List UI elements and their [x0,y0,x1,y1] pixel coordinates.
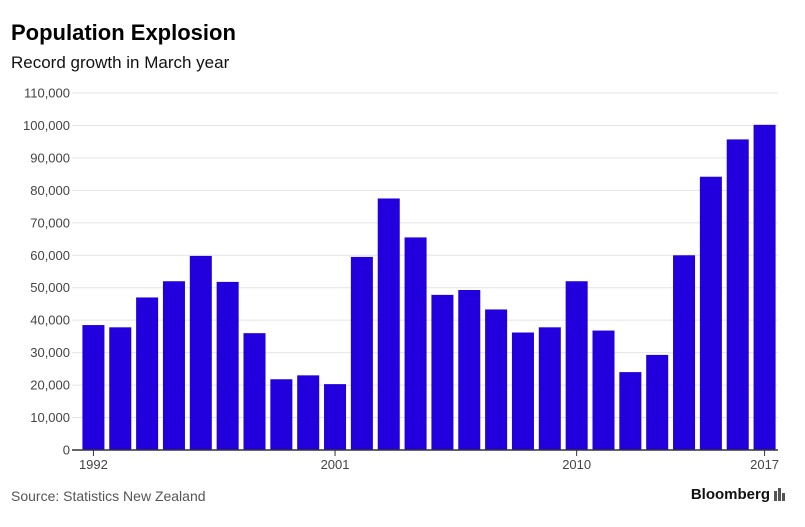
y-tick-label: 30,000 [30,345,70,360]
bar-1998 [243,333,266,450]
bar-1992 [82,325,105,450]
x-tick-label: 2001 [321,457,350,472]
x-tick-label: 2010 [562,457,591,472]
y-tick-label: 100,000 [23,118,70,133]
y-tick-label: 110,000 [24,86,70,101]
bar-1994 [136,297,159,450]
bar-2009 [538,327,561,450]
y-tick-label: 70,000 [30,215,70,230]
bar-2010 [565,281,588,450]
bar-2017 [753,124,776,451]
bar-2000 [297,375,320,450]
bloomberg-terminal-icon [774,488,785,501]
bar-1997 [216,281,239,450]
y-tick-label: 50,000 [30,280,70,295]
y-tick-label: 20,000 [30,378,70,393]
x-tick-label: 1992 [79,457,108,472]
y-tick-label: 10,000 [30,410,70,425]
bar-2007 [485,309,508,450]
bar-2012 [619,372,642,450]
y-tick-label: 90,000 [30,150,70,165]
bar-2015 [699,176,722,450]
bar-2016 [726,139,749,450]
y-tick-label: 60,000 [30,248,70,263]
y-tick-label: 0 [63,443,70,458]
y-axis-ticks: 0 10,000 20,000 30,000 40,000 50,000 60,000 70,… [23,86,70,458]
y-tick-label: 80,000 [30,183,70,198]
bar-2003 [377,198,400,450]
x-axis-ticks: 1992 2001 2010 2017 [79,450,779,472]
bar-1995 [162,281,185,450]
chart-subtitle: Record growth in March year [11,53,230,72]
bar-2014 [673,255,696,450]
bar-2008 [511,332,534,450]
brand-logo: Bloomberg [691,486,785,503]
bar-1999 [270,379,293,450]
bar-1996 [189,255,212,450]
brand-name: Bloomberg [690,486,770,503]
chart-title: Population Explosion [11,20,236,45]
bar-2001 [324,384,347,450]
x-tick-label: 2017 [750,457,779,472]
bar-2011 [592,330,615,450]
bars [82,124,776,451]
bar-1993 [109,327,132,450]
bar-2002 [350,256,373,450]
bar-2013 [646,354,669,450]
y-tick-label: 40,000 [30,313,70,328]
source-note: Source: Statistics New Zealand [11,488,206,504]
bar-2004 [404,237,427,450]
bar-2006 [458,289,481,450]
bar-2005 [431,294,454,450]
